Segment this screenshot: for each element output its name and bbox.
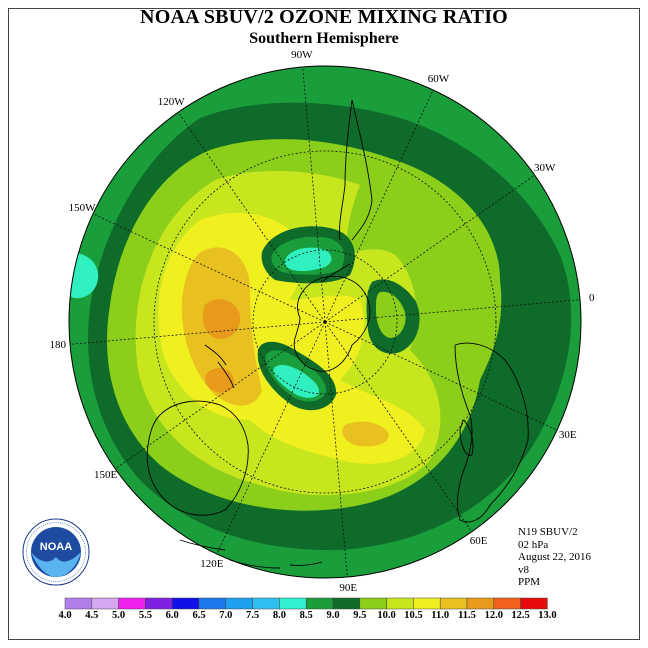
colorbar-tick-label: 7.0: [219, 610, 233, 621]
meridian-line: [177, 112, 326, 323]
info-level: 02 hPa: [518, 538, 549, 551]
colorbar-swatch: [198, 597, 227, 610]
colorbar-swatch: [413, 597, 441, 610]
longitude-label: 90W: [291, 48, 313, 61]
colorbar-swatch: [225, 597, 253, 610]
colorbar-tick-label: 7.5: [246, 610, 260, 621]
colorbar-swatch: [305, 597, 334, 610]
low-pocket-south-cyan: [273, 365, 320, 398]
meridian-line: [324, 174, 535, 323]
meridian-line: [92, 213, 326, 323]
info-date: August 22, 2016: [518, 551, 592, 563]
africa-coast: [454, 342, 529, 523]
lat-circle-30s: [153, 150, 497, 494]
colorbar: [64, 597, 548, 610]
madagascar: [459, 419, 474, 456]
colorbar-tick-label: 4.0: [58, 610, 72, 621]
meridian-line: [324, 321, 473, 532]
colorbar-swatch: [439, 597, 468, 610]
longitude-label: 0: [588, 292, 595, 305]
colorbar-swatch: [145, 597, 173, 610]
new-zealand: [204, 344, 235, 389]
longitude-label: 120W: [157, 95, 185, 108]
colorbar-tick-label: 4.5: [85, 610, 99, 621]
longitude-label: 30E: [558, 428, 577, 441]
colorbar-tick-label: 11.0: [431, 610, 450, 621]
colorbar-tick-label: 11.5: [458, 610, 476, 621]
coastlines: [146, 99, 529, 569]
colorbar-swatch: [279, 597, 307, 610]
colorbar-tick-label: 9.5: [353, 610, 367, 621]
info-units: PPM: [518, 576, 541, 588]
lat-circle-60s: [252, 249, 398, 395]
longitude-label: 90E: [339, 582, 358, 595]
colorbar-swatch: [520, 597, 548, 610]
colorbar-tick-label: 12.5: [511, 610, 530, 621]
colorbar-swatch: [359, 597, 387, 610]
longitude-label: 180: [49, 338, 67, 351]
info-instrument: N19 SBUV/2: [518, 526, 578, 538]
colorbar-tick-label: 10.0: [377, 610, 396, 621]
band-11-0-a: [202, 299, 241, 339]
longitude-label: 60E: [469, 535, 488, 548]
longitude-label: 30W: [534, 161, 556, 174]
meridian-line: [324, 299, 581, 323]
colorbar-tick-label: 12.0: [484, 610, 503, 621]
colorbar-swatch: [171, 597, 200, 610]
meridian-line: [69, 321, 326, 345]
colorbar-swatch: [118, 597, 146, 610]
colorbar-tick-label: 9.0: [326, 610, 340, 621]
colorbar-tick-label: 5.0: [112, 610, 126, 621]
meridian-line: [216, 321, 326, 555]
colorbar-swatch: [332, 597, 361, 610]
antarctic-peninsula: [321, 263, 351, 283]
noaa-ring-lettering: [26, 522, 86, 582]
colorbar-swatch: [466, 597, 495, 610]
graticule: [69, 66, 581, 578]
colorbar-swatch: [91, 597, 119, 610]
band-10-5-east: [342, 421, 389, 447]
longitude-label: 150W: [68, 202, 96, 215]
colorbar-swatch: [64, 597, 93, 610]
info-version: v8: [518, 563, 529, 576]
colorbar-tick-label: 5.5: [138, 610, 152, 621]
colorbar-swatch: [386, 597, 414, 610]
colorbar-tick-label: 8.0: [272, 610, 286, 621]
longitude-label: 150E: [93, 469, 118, 482]
noaa-gull-icon: [31, 552, 81, 577]
figure-frame: [8, 8, 640, 640]
south-america-coast: [339, 99, 373, 241]
colorbar-swatch: [252, 597, 280, 610]
meridian-line: [324, 321, 558, 431]
colorbar-tick-label: 6.0: [165, 610, 179, 621]
map-boundary: [68, 65, 582, 579]
colorbar-tick-label: 10.5: [404, 610, 423, 621]
colorbar-tick-label: 8.5: [299, 610, 313, 621]
noaa-logo: NOAA: [22, 518, 90, 586]
noaa-logo-text: NOAA: [40, 541, 72, 553]
meridian-line: [324, 89, 434, 323]
longitude-label: 120E: [200, 558, 224, 571]
map-title: NOAA SBUV/2 OZONE MIXING RATIO: [140, 6, 508, 28]
antarctica-coast: [293, 276, 371, 372]
low-pocket-east-core: [376, 291, 406, 338]
longitude-label: 60W: [427, 72, 450, 85]
meridian-line: [302, 66, 326, 323]
map-subtitle: Southern Hemisphere: [249, 30, 399, 47]
meridian-line: [324, 321, 348, 578]
colorbar-tick-label: 6.5: [192, 610, 206, 621]
ozone-field: [69, 66, 581, 578]
colorbar-swatch: [493, 597, 521, 610]
australia-coast: [146, 400, 249, 516]
meridian-line: [115, 321, 326, 470]
colorbar-tick-label: 13.0: [538, 610, 557, 621]
info-panel: N19 SBUV/2 02 hPa August 22, 2016 v8 PPM: [518, 526, 591, 589]
